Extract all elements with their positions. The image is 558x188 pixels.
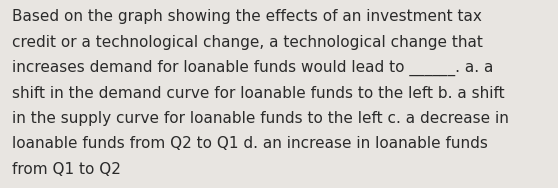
Text: from Q1 to Q2: from Q1 to Q2 bbox=[12, 162, 121, 177]
Text: loanable funds from Q2 to Q1 d. an increase in loanable funds: loanable funds from Q2 to Q1 d. an incre… bbox=[12, 136, 488, 151]
Text: in the supply curve for loanable funds to the left c. a decrease in: in the supply curve for loanable funds t… bbox=[12, 111, 509, 126]
Text: increases demand for loanable funds would lead to ______. a. a: increases demand for loanable funds woul… bbox=[12, 60, 494, 76]
Text: Based on the graph showing the effects of an investment tax: Based on the graph showing the effects o… bbox=[12, 9, 482, 24]
Text: shift in the demand curve for loanable funds to the left b. a shift: shift in the demand curve for loanable f… bbox=[12, 86, 505, 101]
Text: credit or a technological change, a technological change that: credit or a technological change, a tech… bbox=[12, 35, 483, 50]
